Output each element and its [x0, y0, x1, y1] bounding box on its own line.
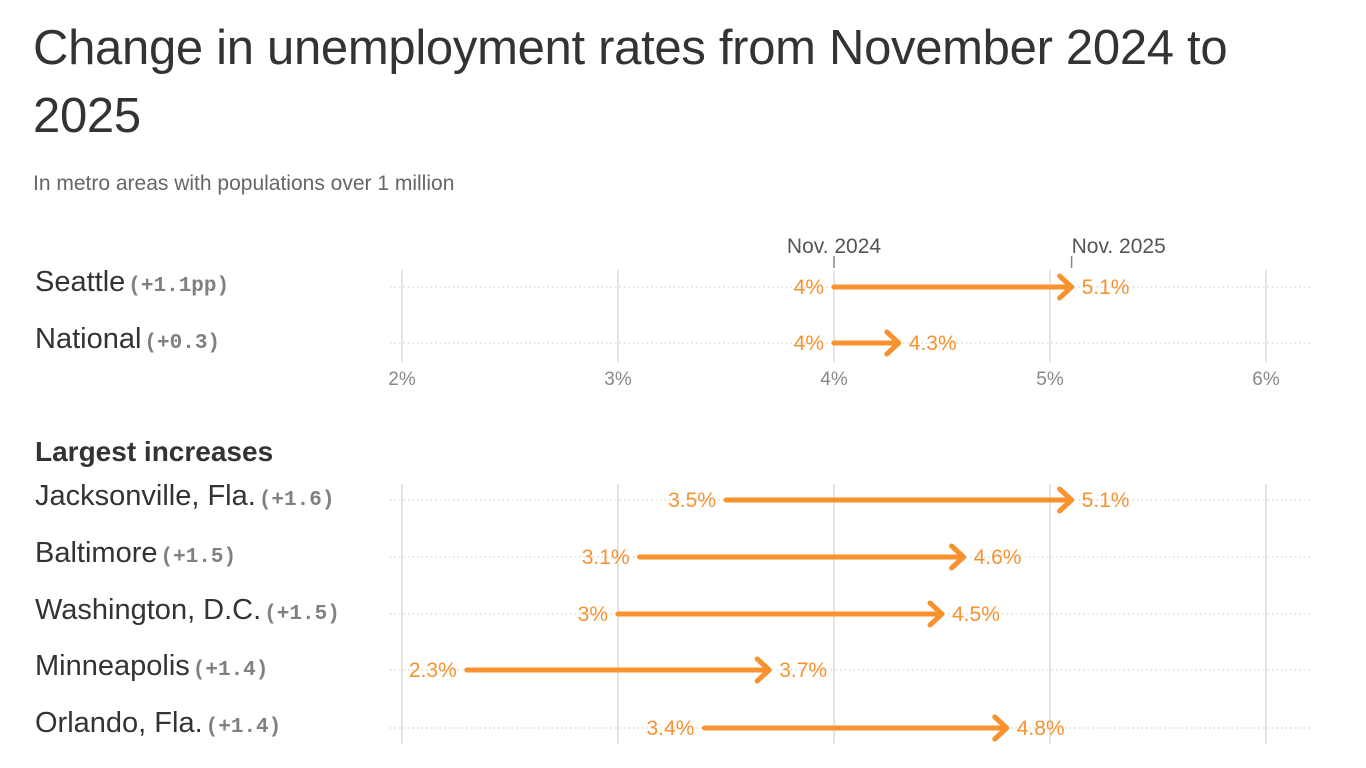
- x-tick-label: 6%: [1252, 369, 1280, 390]
- top-row-0-start-label: 4%: [794, 276, 824, 299]
- row-label-increase-3: Minneapolis (+1.4): [35, 650, 268, 683]
- increase-row-2-end-label: 4.5%: [952, 603, 1000, 626]
- series-header-start: Nov. 2024: [787, 235, 881, 258]
- row-name: Washington, D.C.: [35, 594, 262, 626]
- row-name: Seattle: [35, 266, 126, 298]
- increase-row-1-start-label: 3.1%: [582, 546, 630, 569]
- row-delta: (+1.4): [205, 716, 282, 739]
- row-delta: (+1.5): [264, 603, 340, 626]
- top-row-0-end-label: 5.1%: [1082, 276, 1130, 299]
- row-name: Orlando, Fla.: [35, 707, 203, 739]
- increase-row-0-arrowhead: [1057, 486, 1075, 514]
- increase-row-2-arrowhead: [927, 600, 945, 628]
- increase-row-2-start-label: 3%: [578, 603, 608, 626]
- row-delta: (+1.1pp): [128, 275, 230, 298]
- row-label-increase-2: Washington, D.C. (+1.5): [35, 594, 340, 627]
- row-delta: (+1.5): [160, 546, 237, 569]
- series-header-end: Nov. 2025: [1072, 235, 1166, 258]
- increase-row-4-start-label: 3.4%: [647, 717, 695, 740]
- row-name: Minneapolis: [35, 650, 190, 682]
- row-name: Baltimore: [35, 537, 158, 569]
- row-delta: (+0.3): [144, 332, 221, 355]
- row-label-increase-0: Jacksonville, Fla. (+1.6): [35, 480, 334, 513]
- top-row-1-start-label: 4%: [794, 332, 824, 355]
- row-label-increase-1: Baltimore (+1.5): [35, 537, 236, 570]
- row-label-top-1: National (+0.3): [35, 323, 220, 356]
- x-tick-label: 3%: [604, 369, 632, 390]
- increase-row-0-end-label: 5.1%: [1082, 489, 1130, 512]
- x-tick-label: 5%: [1036, 369, 1064, 390]
- chart-title: Change in unemployment rates from Novemb…: [33, 21, 1228, 143]
- row-label-top-0: Seattle (+1.1pp): [35, 266, 229, 299]
- row-delta: (+1.6): [258, 489, 335, 512]
- increase-row-1-end-label: 4.6%: [974, 546, 1022, 569]
- row-name: Jacksonville, Fla.: [35, 480, 256, 512]
- top-row-1-end-label: 4.3%: [909, 332, 957, 355]
- increase-row-3-end-label: 3.7%: [779, 659, 827, 682]
- row-name: National: [35, 323, 142, 355]
- increase-row-0-start-label: 3.5%: [668, 489, 716, 512]
- top-row-0-arrowhead: [1057, 273, 1075, 301]
- increase-row-3-start-label: 2.3%: [409, 659, 457, 682]
- row-delta: (+1.4): [192, 659, 269, 682]
- increase-row-4-arrowhead: [992, 714, 1010, 742]
- x-tick-label: 4%: [820, 369, 848, 390]
- row-label-increase-4: Orlando, Fla. (+1.4): [35, 707, 281, 740]
- increase-row-3-arrowhead: [754, 656, 772, 684]
- chart-subtitle: In metro areas with populations over 1 m…: [33, 172, 455, 195]
- section-label-largest-increases: Largest increases: [35, 436, 274, 467]
- x-tick-label: 2%: [388, 369, 416, 390]
- increase-row-1-arrowhead: [949, 543, 967, 571]
- increase-row-4-end-label: 4.8%: [1017, 717, 1065, 740]
- top-row-1-arrowhead: [884, 329, 902, 357]
